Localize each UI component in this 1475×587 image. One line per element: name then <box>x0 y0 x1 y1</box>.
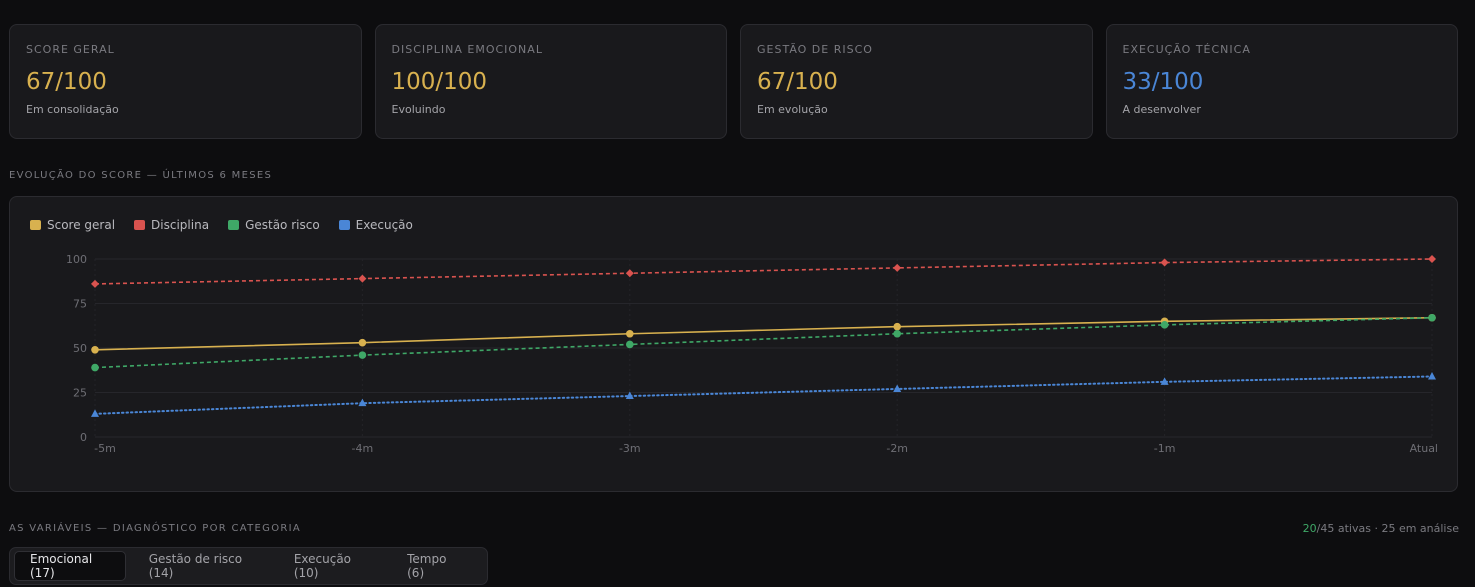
x-tick-label: -5m <box>94 442 116 455</box>
data-point <box>1428 371 1436 380</box>
legend-label: Score geral <box>47 218 116 232</box>
data-point <box>1428 313 1436 322</box>
data-point <box>1160 377 1169 385</box>
active-variables-count: 20/45 ativas · 25 em análise <box>1303 522 1459 535</box>
active-count-number: 20 <box>1302 522 1317 535</box>
data-point <box>625 269 634 278</box>
variables-section-title: AS VARIÁVEIS — DIAGNÓSTICO POR CATEGORIA <box>9 523 302 534</box>
data-point <box>91 345 99 354</box>
series-line-2 <box>94 316 1433 369</box>
card-status: Em consolidação <box>26 103 119 116</box>
data-point <box>893 329 901 338</box>
data-point <box>358 338 367 347</box>
series-line-1 <box>94 258 1433 285</box>
data-point <box>358 274 367 283</box>
card-label: EXECUÇÃO TÉCNICA <box>1122 43 1251 56</box>
y-tick-label: 75 <box>73 298 87 311</box>
y-tick-label: 25 <box>73 387 87 400</box>
card-status: Em evolução <box>757 103 828 116</box>
card-score-geral: SCORE GERAL 67/100 Em consolidação <box>9 24 362 139</box>
category-tabs: Emocional (17) Gestão de risco (14) Exec… <box>9 547 488 585</box>
score-evolution-chart: Score geral Disciplina Gestão risco Exec… <box>9 196 1458 492</box>
card-gestao-de-risco: GESTÃO DE RISCO 67/100 Em evolução <box>740 24 1093 139</box>
score-cards: SCORE GERAL 67/100 Em consolidação DISCI… <box>9 24 1458 139</box>
card-label: DISCIPLINA EMOCIONAL <box>391 43 543 56</box>
x-tick-label: Atual <box>1410 442 1438 455</box>
legend-item-disciplina[interactable]: Disciplina <box>134 218 209 232</box>
card-value: 100/100 <box>391 69 488 95</box>
data-point <box>358 398 367 407</box>
card-label: SCORE GERAL <box>26 43 115 56</box>
data-point <box>893 322 901 331</box>
legend-label: Disciplina <box>151 218 210 232</box>
legend-swatch <box>338 220 350 230</box>
tab-tempo[interactable]: Tempo (6) <box>407 552 447 580</box>
legend-swatch <box>30 220 41 230</box>
data-point <box>358 351 367 359</box>
chart-canvas: 0 25 50 75 100 -5m -4m -3m -2m -1m Atual <box>66 253 1438 455</box>
legend-item-score-geral[interactable]: Score geral <box>30 218 115 232</box>
data-point <box>893 263 902 272</box>
card-disciplina-emocional: DISCIPLINA EMOCIONAL 100/100 Evoluindo <box>374 24 727 139</box>
legend-swatch <box>134 220 146 230</box>
x-tick-label: -1m <box>1154 442 1176 455</box>
x-tick-label: -4m <box>352 442 374 455</box>
legend-item-gestao-risco[interactable]: Gestão risco <box>228 218 320 232</box>
chart-legend: Score geral Disciplina Gestão risco Exec… <box>30 218 413 232</box>
data-point <box>1160 321 1169 329</box>
card-value: 67/100 <box>26 69 107 95</box>
active-count-rest: /45 ativas · 25 em análise <box>1316 522 1459 535</box>
x-tick-label: -2m <box>886 442 908 455</box>
card-value: 33/100 <box>1122 69 1204 95</box>
data-point <box>626 340 634 349</box>
data-point <box>91 409 99 417</box>
y-tick-label: 0 <box>80 431 87 444</box>
series-line-3 <box>94 375 1433 415</box>
x-tick-label: -3m <box>619 442 641 455</box>
data-point <box>91 279 99 288</box>
card-label: GESTÃO DE RISCO <box>757 43 873 56</box>
tab-gestao-de-risco[interactable]: Gestão de risco (14) <box>148 552 243 580</box>
data-point <box>893 384 902 392</box>
card-status: Evoluindo <box>391 103 446 116</box>
tab-emocional[interactable]: Emocional (17) <box>14 551 126 581</box>
card-value: 67/100 <box>757 69 838 95</box>
legend-item-execucao[interactable]: Execução <box>338 218 413 232</box>
legend-swatch <box>228 220 240 230</box>
chart-section-title: EVOLUÇÃO DO SCORE — ÚLTIMOS 6 MESES <box>9 170 273 181</box>
y-tick-label: 100 <box>66 253 87 266</box>
legend-label: Execução <box>355 218 413 232</box>
series-line-0 <box>94 316 1433 351</box>
data-point <box>625 391 634 400</box>
tab-execucao[interactable]: Execução (10) <box>293 552 352 580</box>
data-point <box>1160 258 1169 267</box>
card-execucao-tecnica: EXECUÇÃO TÉCNICA 33/100 A desenvolver <box>1105 24 1458 139</box>
legend-label: Gestão risco <box>245 218 320 232</box>
data-point <box>91 363 99 372</box>
data-point <box>1428 255 1436 263</box>
data-point <box>626 329 634 338</box>
card-status: A desenvolver <box>1122 103 1201 116</box>
y-tick-label: 50 <box>73 342 87 355</box>
